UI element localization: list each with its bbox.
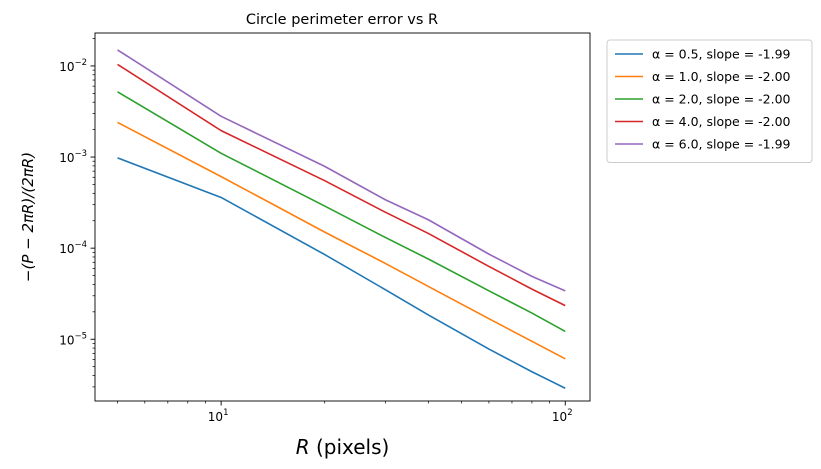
legend-label: α = 1.0, slope = -2.00	[652, 69, 791, 84]
chart-title: Circle perimeter error vs R	[246, 12, 438, 28]
series-line-3	[117, 91, 566, 333]
x-tick-label: 102	[552, 408, 573, 424]
y-tick-label: 10−5	[59, 331, 87, 347]
y-tick-label: 10−4	[59, 240, 87, 256]
x-axis-label: R (pixels)	[296, 435, 390, 459]
x-tick-label: 101	[208, 408, 229, 424]
y-tick-label: 10−3	[59, 149, 87, 165]
series-line-2	[117, 121, 566, 360]
series-line-5	[117, 49, 566, 292]
series-line-1	[117, 157, 566, 389]
y-tick-label: 10−2	[59, 58, 87, 74]
legend-label: α = 4.0, slope = -2.00	[652, 114, 791, 129]
series-line-4	[117, 63, 566, 307]
plot-frame	[94, 32, 591, 402]
legend-label: α = 2.0, slope = -2.00	[652, 92, 791, 107]
legend-box	[606, 39, 813, 163]
legend-label: α = 0.5, slope = -1.99	[652, 47, 791, 62]
y-axis-label: −(P − 2πR)/(2πR)	[19, 152, 37, 282]
legend-label: α = 6.0, slope = -1.99	[652, 137, 791, 152]
